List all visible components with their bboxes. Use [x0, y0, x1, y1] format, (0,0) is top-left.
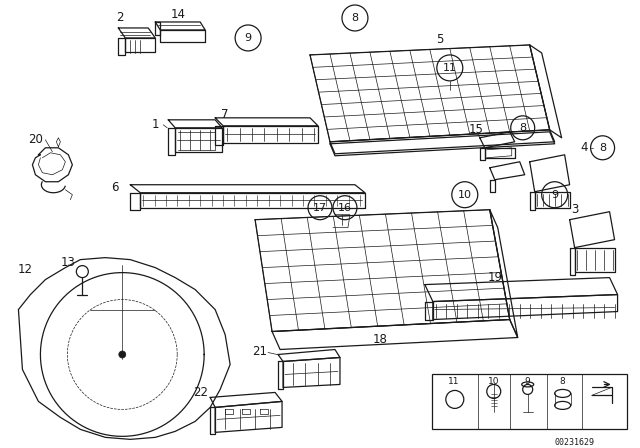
- Text: 4: 4: [581, 141, 588, 154]
- Text: 17: 17: [313, 202, 327, 213]
- Text: 12: 12: [18, 263, 33, 276]
- Text: 10: 10: [458, 190, 472, 200]
- Text: 9: 9: [551, 190, 558, 200]
- Text: 13: 13: [61, 256, 76, 269]
- Text: 18: 18: [372, 333, 387, 346]
- Text: 15: 15: [468, 123, 483, 136]
- Text: 9: 9: [525, 377, 531, 386]
- Text: 8: 8: [560, 377, 566, 386]
- Text: 22: 22: [193, 386, 207, 399]
- Text: 10: 10: [488, 377, 499, 386]
- Text: 8: 8: [351, 13, 358, 23]
- Text: 2: 2: [116, 12, 124, 25]
- Text: 14: 14: [171, 9, 186, 22]
- Text: 3: 3: [571, 203, 579, 216]
- Text: 00231629: 00231629: [555, 438, 595, 447]
- Text: 21: 21: [253, 345, 268, 358]
- Text: 11: 11: [443, 63, 457, 73]
- Circle shape: [119, 351, 126, 358]
- Text: 6: 6: [111, 181, 119, 194]
- Text: 8: 8: [519, 123, 526, 133]
- Text: 7: 7: [221, 108, 229, 121]
- Text: 16: 16: [338, 202, 352, 213]
- Text: 1: 1: [152, 118, 159, 131]
- Text: 9: 9: [244, 33, 252, 43]
- Bar: [432, 375, 627, 429]
- Text: 20: 20: [28, 134, 43, 146]
- Text: 19: 19: [487, 271, 502, 284]
- Text: 11: 11: [448, 377, 460, 386]
- Text: 5: 5: [436, 34, 444, 47]
- Text: 8: 8: [599, 143, 606, 153]
